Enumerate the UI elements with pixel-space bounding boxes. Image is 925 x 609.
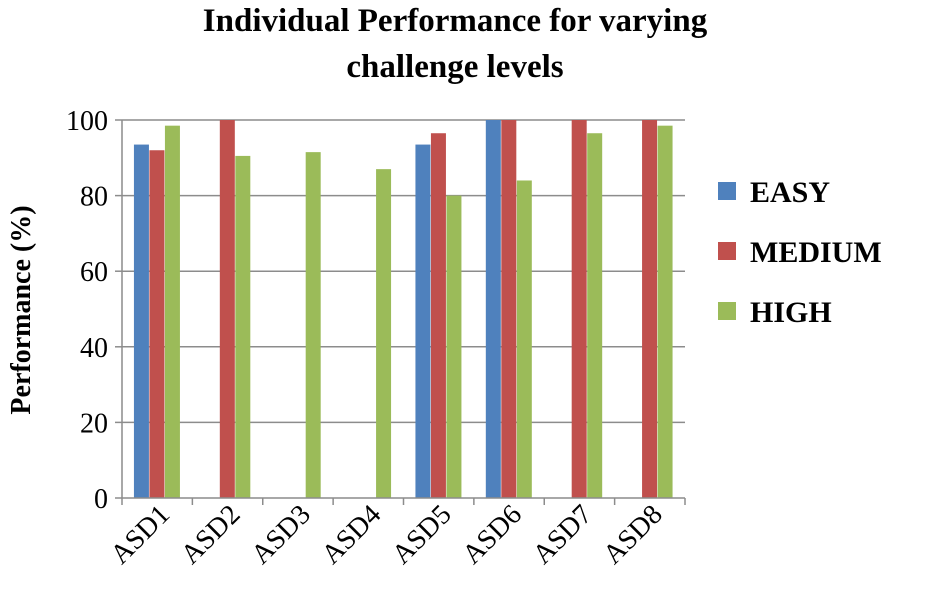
bar-asd6-medium [501,120,517,498]
x-tick-label-asd5: ASD5 [386,499,457,570]
bar-asd6-high [516,180,532,499]
y-tick-label: 0 [94,484,108,515]
legend-swatch-easy [718,182,736,200]
y-tick-label: 60 [80,257,108,288]
legend-swatch-medium [718,242,736,260]
bar-asd4-high [376,169,392,498]
bars [133,120,673,499]
chart-title-line-2: challenge levels [346,49,563,85]
x-tick-label-asd8: ASD8 [597,499,668,570]
legend-label-easy: EASY [750,176,830,209]
y-tick-label: 20 [80,408,108,439]
bar-asd6-easy [485,120,501,498]
bar-asd3-high [305,152,321,498]
bar-asd2-medium [219,120,235,498]
bar-asd7-high [587,133,603,499]
x-tick-label-asd7: ASD7 [527,499,598,570]
y-tick-label: 100 [66,106,108,137]
legend-swatch-high [718,302,736,320]
bar-asd2-high [235,155,251,498]
bar-asd1-high [164,125,180,499]
y-axis-label: Performance (%) [6,205,37,414]
bar-asd8-medium [642,120,658,498]
x-tick-label-asd2: ASD2 [175,499,246,570]
x-tick-label-asd1: ASD1 [105,499,176,570]
bar-asd5-medium [430,133,446,499]
y-tick-label: 80 [80,182,108,213]
bar-asd1-easy [133,144,149,498]
bar-asd1-medium [149,150,165,499]
axes [115,119,686,505]
bar-asd5-easy [415,144,431,498]
legend-label-medium: MEDIUM [750,236,882,269]
bar-asd7-medium [571,120,587,498]
bar-asd5-high [446,195,462,498]
x-tick-label-asd3: ASD3 [245,499,316,570]
x-tick-label-asd4: ASD4 [316,499,387,570]
legend-label-high: HIGH [750,296,832,329]
x-tick-label-asd6: ASD6 [457,499,528,570]
y-tick-label: 40 [80,333,108,364]
legend: EASY MEDIUM HIGH [718,176,882,329]
chart-title-line-1: Individual Performance for varying [203,3,708,39]
bar-asd8-high [657,125,673,499]
